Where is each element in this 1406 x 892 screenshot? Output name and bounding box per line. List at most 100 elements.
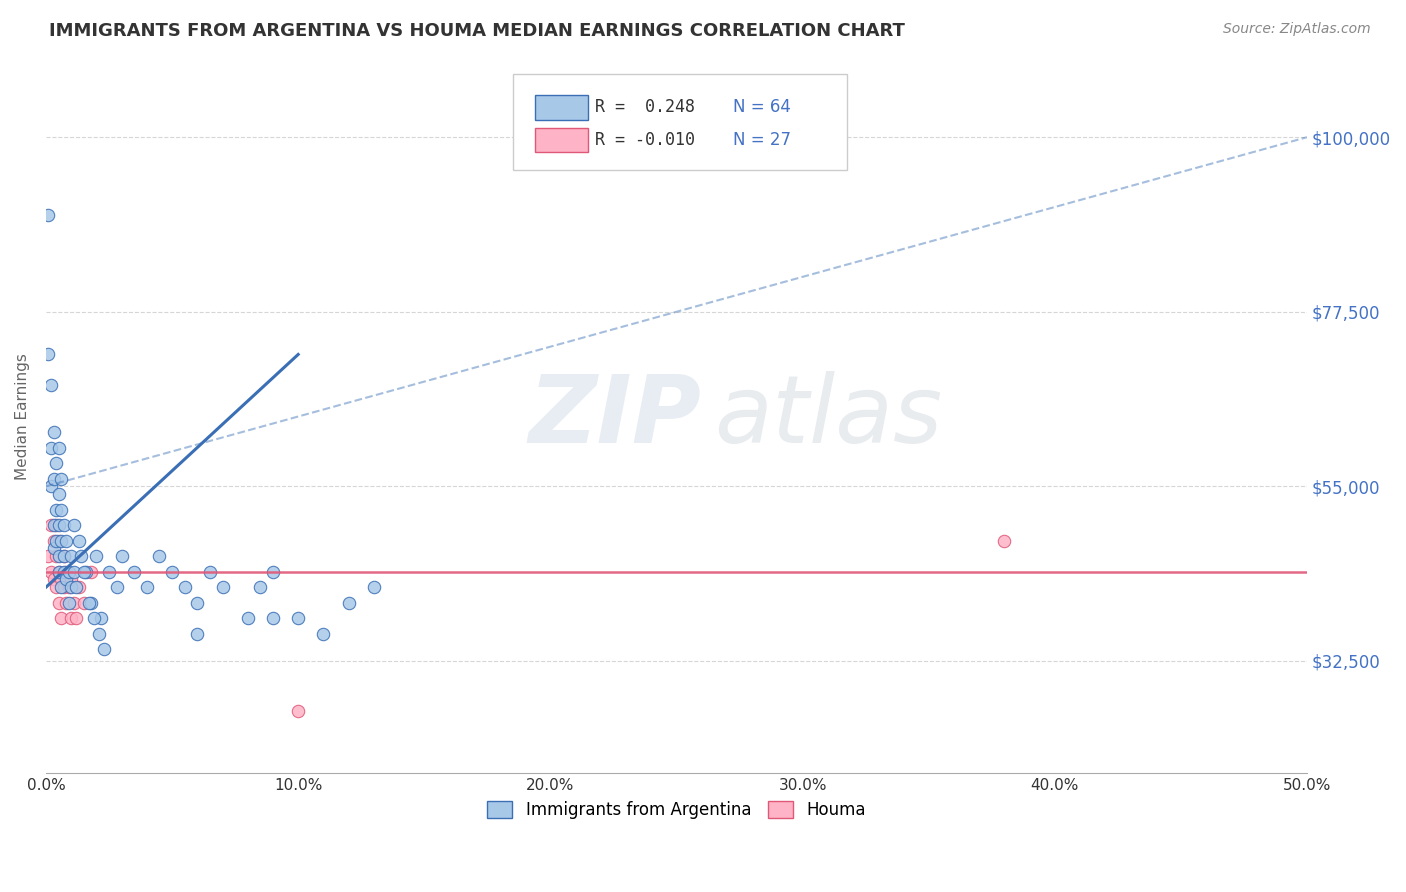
Point — [73, 596, 96, 610]
Point — [55, 573, 77, 587]
Point — [48, 487, 70, 501]
Point — [160, 565, 183, 579]
Point — [173, 580, 195, 594]
Point — [45, 502, 67, 516]
Point — [87, 627, 110, 641]
Point — [148, 549, 170, 564]
Point — [105, 580, 128, 594]
Text: atlas: atlas — [714, 371, 942, 462]
Point — [48, 596, 70, 610]
Point — [60, 611, 83, 625]
Point — [48, 518, 70, 533]
Text: N = 64: N = 64 — [734, 98, 792, 116]
Point — [312, 627, 335, 641]
Point — [49, 611, 72, 625]
Point — [52, 565, 75, 579]
Point — [58, 565, 80, 579]
Point — [39, 378, 62, 392]
FancyBboxPatch shape — [513, 74, 846, 170]
Point — [42, 518, 65, 533]
Point — [287, 611, 309, 625]
Point — [65, 580, 87, 594]
Point — [45, 518, 67, 533]
Point — [37, 347, 59, 361]
Point — [65, 611, 87, 625]
Point — [48, 549, 70, 564]
Point — [52, 518, 75, 533]
Point — [993, 533, 1015, 548]
Point — [67, 580, 90, 594]
Point — [83, 611, 105, 625]
Text: ZIP: ZIP — [529, 370, 702, 463]
Point — [80, 565, 103, 579]
Point — [48, 565, 70, 579]
Point — [62, 565, 84, 579]
Point — [211, 580, 233, 594]
Point — [39, 441, 62, 455]
Point — [67, 533, 90, 548]
Point — [198, 565, 221, 579]
Point — [60, 573, 83, 587]
Point — [58, 596, 80, 610]
Point — [49, 502, 72, 516]
Point — [49, 580, 72, 594]
Point — [49, 573, 72, 587]
Point — [42, 573, 65, 587]
Point — [249, 580, 271, 594]
Point — [42, 541, 65, 556]
Point — [337, 596, 360, 610]
Point — [42, 472, 65, 486]
Point — [62, 596, 84, 610]
Point — [55, 565, 77, 579]
Point — [135, 580, 157, 594]
Text: Source: ZipAtlas.com: Source: ZipAtlas.com — [1223, 22, 1371, 37]
Point — [45, 580, 67, 594]
Point — [42, 533, 65, 548]
Point — [60, 580, 83, 594]
Point — [60, 549, 83, 564]
Text: IMMIGRANTS FROM ARGENTINA VS HOUMA MEDIAN EARNINGS CORRELATION CHART: IMMIGRANTS FROM ARGENTINA VS HOUMA MEDIA… — [49, 22, 905, 40]
Point — [236, 611, 259, 625]
Point — [73, 565, 96, 579]
Point — [55, 533, 77, 548]
Point — [48, 565, 70, 579]
Point — [37, 208, 59, 222]
Point — [186, 596, 208, 610]
Point — [49, 472, 72, 486]
Point — [93, 642, 115, 657]
Point — [42, 425, 65, 439]
Text: R =  0.248: R = 0.248 — [595, 98, 695, 116]
Point — [86, 549, 108, 564]
Text: R = -0.010: R = -0.010 — [595, 130, 695, 149]
Point — [111, 549, 134, 564]
Point — [39, 518, 62, 533]
Point — [52, 580, 75, 594]
Point — [48, 441, 70, 455]
Text: N = 27: N = 27 — [734, 130, 792, 149]
Point — [122, 565, 145, 579]
Point — [48, 533, 70, 548]
Point — [70, 549, 93, 564]
Point — [52, 549, 75, 564]
Point — [45, 549, 67, 564]
Point — [186, 627, 208, 641]
Point — [45, 533, 67, 548]
Point — [37, 549, 59, 564]
Y-axis label: Median Earnings: Median Earnings — [15, 353, 30, 480]
Point — [75, 565, 97, 579]
Point — [90, 611, 112, 625]
Point — [45, 456, 67, 470]
Point — [77, 596, 100, 610]
FancyBboxPatch shape — [536, 128, 588, 153]
Point — [262, 565, 284, 579]
Point — [49, 533, 72, 548]
Point — [39, 479, 62, 493]
Point — [287, 704, 309, 718]
FancyBboxPatch shape — [536, 95, 588, 120]
Point — [55, 596, 77, 610]
Point — [98, 565, 121, 579]
Point — [62, 518, 84, 533]
Point — [39, 565, 62, 579]
Legend: Immigrants from Argentina, Houma: Immigrants from Argentina, Houma — [481, 794, 872, 826]
Point — [58, 580, 80, 594]
